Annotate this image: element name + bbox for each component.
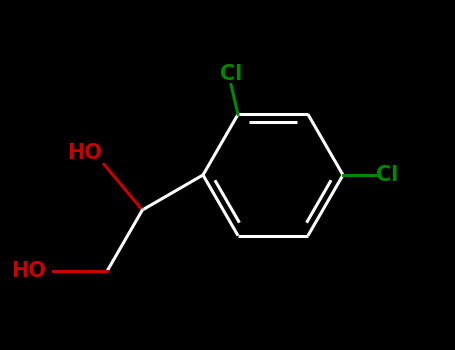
Text: Cl: Cl bbox=[376, 165, 399, 185]
Text: HO: HO bbox=[67, 143, 102, 163]
Text: Cl: Cl bbox=[220, 64, 242, 84]
Text: HO: HO bbox=[11, 261, 46, 281]
